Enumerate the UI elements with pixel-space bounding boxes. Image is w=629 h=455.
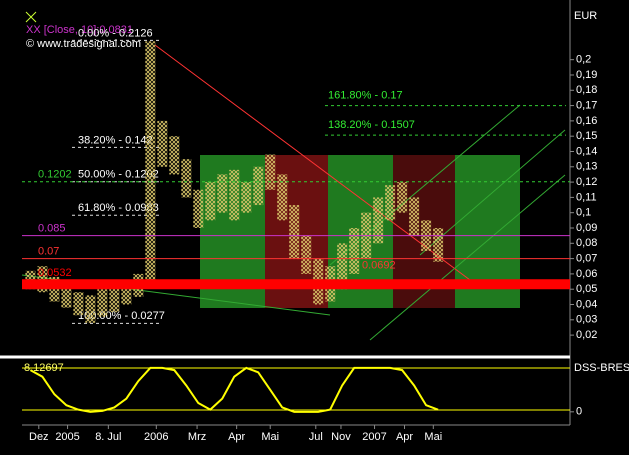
pf-column [229,169,240,221]
x-tick-label: Mai [261,431,279,443]
y-tick-label: 0,17 [576,99,597,111]
pf-column [409,197,420,236]
main-panel: 0.00% - 0.2126 38.20% - 0.142 50.00% - 0.1… [22,27,570,324]
pf-column [73,292,84,316]
pf-column [97,289,108,317]
x-tick-label: Apr [396,431,413,443]
pf-column [277,174,288,221]
osc-value: 8.12697 [24,362,64,374]
pf-column [289,205,300,259]
y-tick-label: 0,19 [576,69,597,81]
pf-column [121,280,132,305]
x-tick-label: Mai [424,431,442,443]
pf-column [145,41,156,282]
osc-label: DSS-BRESSI [574,362,629,374]
y-tick-label: 0,06 [576,268,597,280]
y-tick-label: 0,05 [576,283,597,295]
level-label: 0.07 [38,246,59,258]
pf-column [433,227,444,262]
fib-label: 0.00% - 0.2126 [78,27,153,39]
x-tick-label: 2006 [144,431,168,443]
note: 0.0692 [362,260,396,272]
fib-extension-label: 138.20% - 0.1507 [328,119,415,131]
pf-column [193,189,204,228]
pf-column [349,227,360,274]
pf-column [241,182,252,213]
pf-column [37,266,48,293]
y-axis-label: EUR [574,10,597,22]
y-tick-label: 0,07 [576,253,597,265]
fib-label: 50.00% - 0.1202 [78,169,159,181]
pf-column [253,166,264,206]
x-tick-label: Nov [331,431,351,443]
y-tick-label: 0,2 [576,54,591,66]
pf-column [337,243,348,290]
level-label: 0.085 [38,223,66,235]
copyright: © www.tradesignal.com [26,38,141,50]
pf-column [385,185,396,221]
y-tick-label: 0,09 [576,222,597,234]
legend: XX [Close, 10]:0.0831 [26,24,133,36]
pf-column [397,182,408,213]
y-tick-label: 0,02 [576,329,597,341]
y-tick-label: 0,1 [576,207,591,219]
y-tick-label: 0,18 [576,84,597,96]
y-tick-label: 0,03 [576,314,597,326]
pf-column [373,197,384,244]
pf-column [169,136,180,175]
fib-extension-label: 161.80% - 0.17 [328,89,403,101]
pf-column [301,235,312,274]
y-tick-label: 0,15 [576,130,597,142]
x-tick-label: Jul [309,431,323,443]
trendline [419,129,566,256]
pf-column [205,182,216,221]
x-tick-label: 2007 [362,431,386,443]
y-tick-label: 0,12 [576,176,597,188]
osc-line [29,366,439,413]
axes: 0,2 0,19 0,18 0,17 0,16 0,15 0,14 0,13 0,12 0,11 0… [29,54,597,443]
pf-column [109,286,120,313]
icon [25,11,37,23]
y-tick-label: 0,13 [576,161,597,173]
pf-column [85,295,96,323]
x-tick-label: 2005 [55,431,79,443]
trendline [154,44,471,281]
y-tick-label: 0,04 [576,298,597,310]
y-tick-label: 0 [576,406,582,418]
x-tick-label: 8. Jul [95,431,121,443]
y-tick-label: 0,14 [576,145,597,157]
y-tick-label: 0,08 [576,237,597,249]
pf-column [217,174,228,213]
x-tick-label: Mrz [188,431,206,443]
y-tick-label: 0,11 [576,191,597,203]
osc-panel [29,366,439,413]
pf-column [61,286,72,308]
trendline [369,174,566,341]
x-tick-label: Apr [228,431,245,443]
level-label: 0.1202 [38,169,72,181]
y-tick-label: 0,16 [576,115,597,127]
fib-label: 61.80% - 0.0983 [78,202,159,214]
fib-label: 38.20% - 0.142 [78,134,153,146]
pf-column [181,159,192,198]
pf-column [157,120,168,167]
pf-column [265,154,276,190]
trendlines [21,44,566,341]
level-label: 0.0532 [38,267,72,279]
x-tick-label: Dez [29,431,49,443]
